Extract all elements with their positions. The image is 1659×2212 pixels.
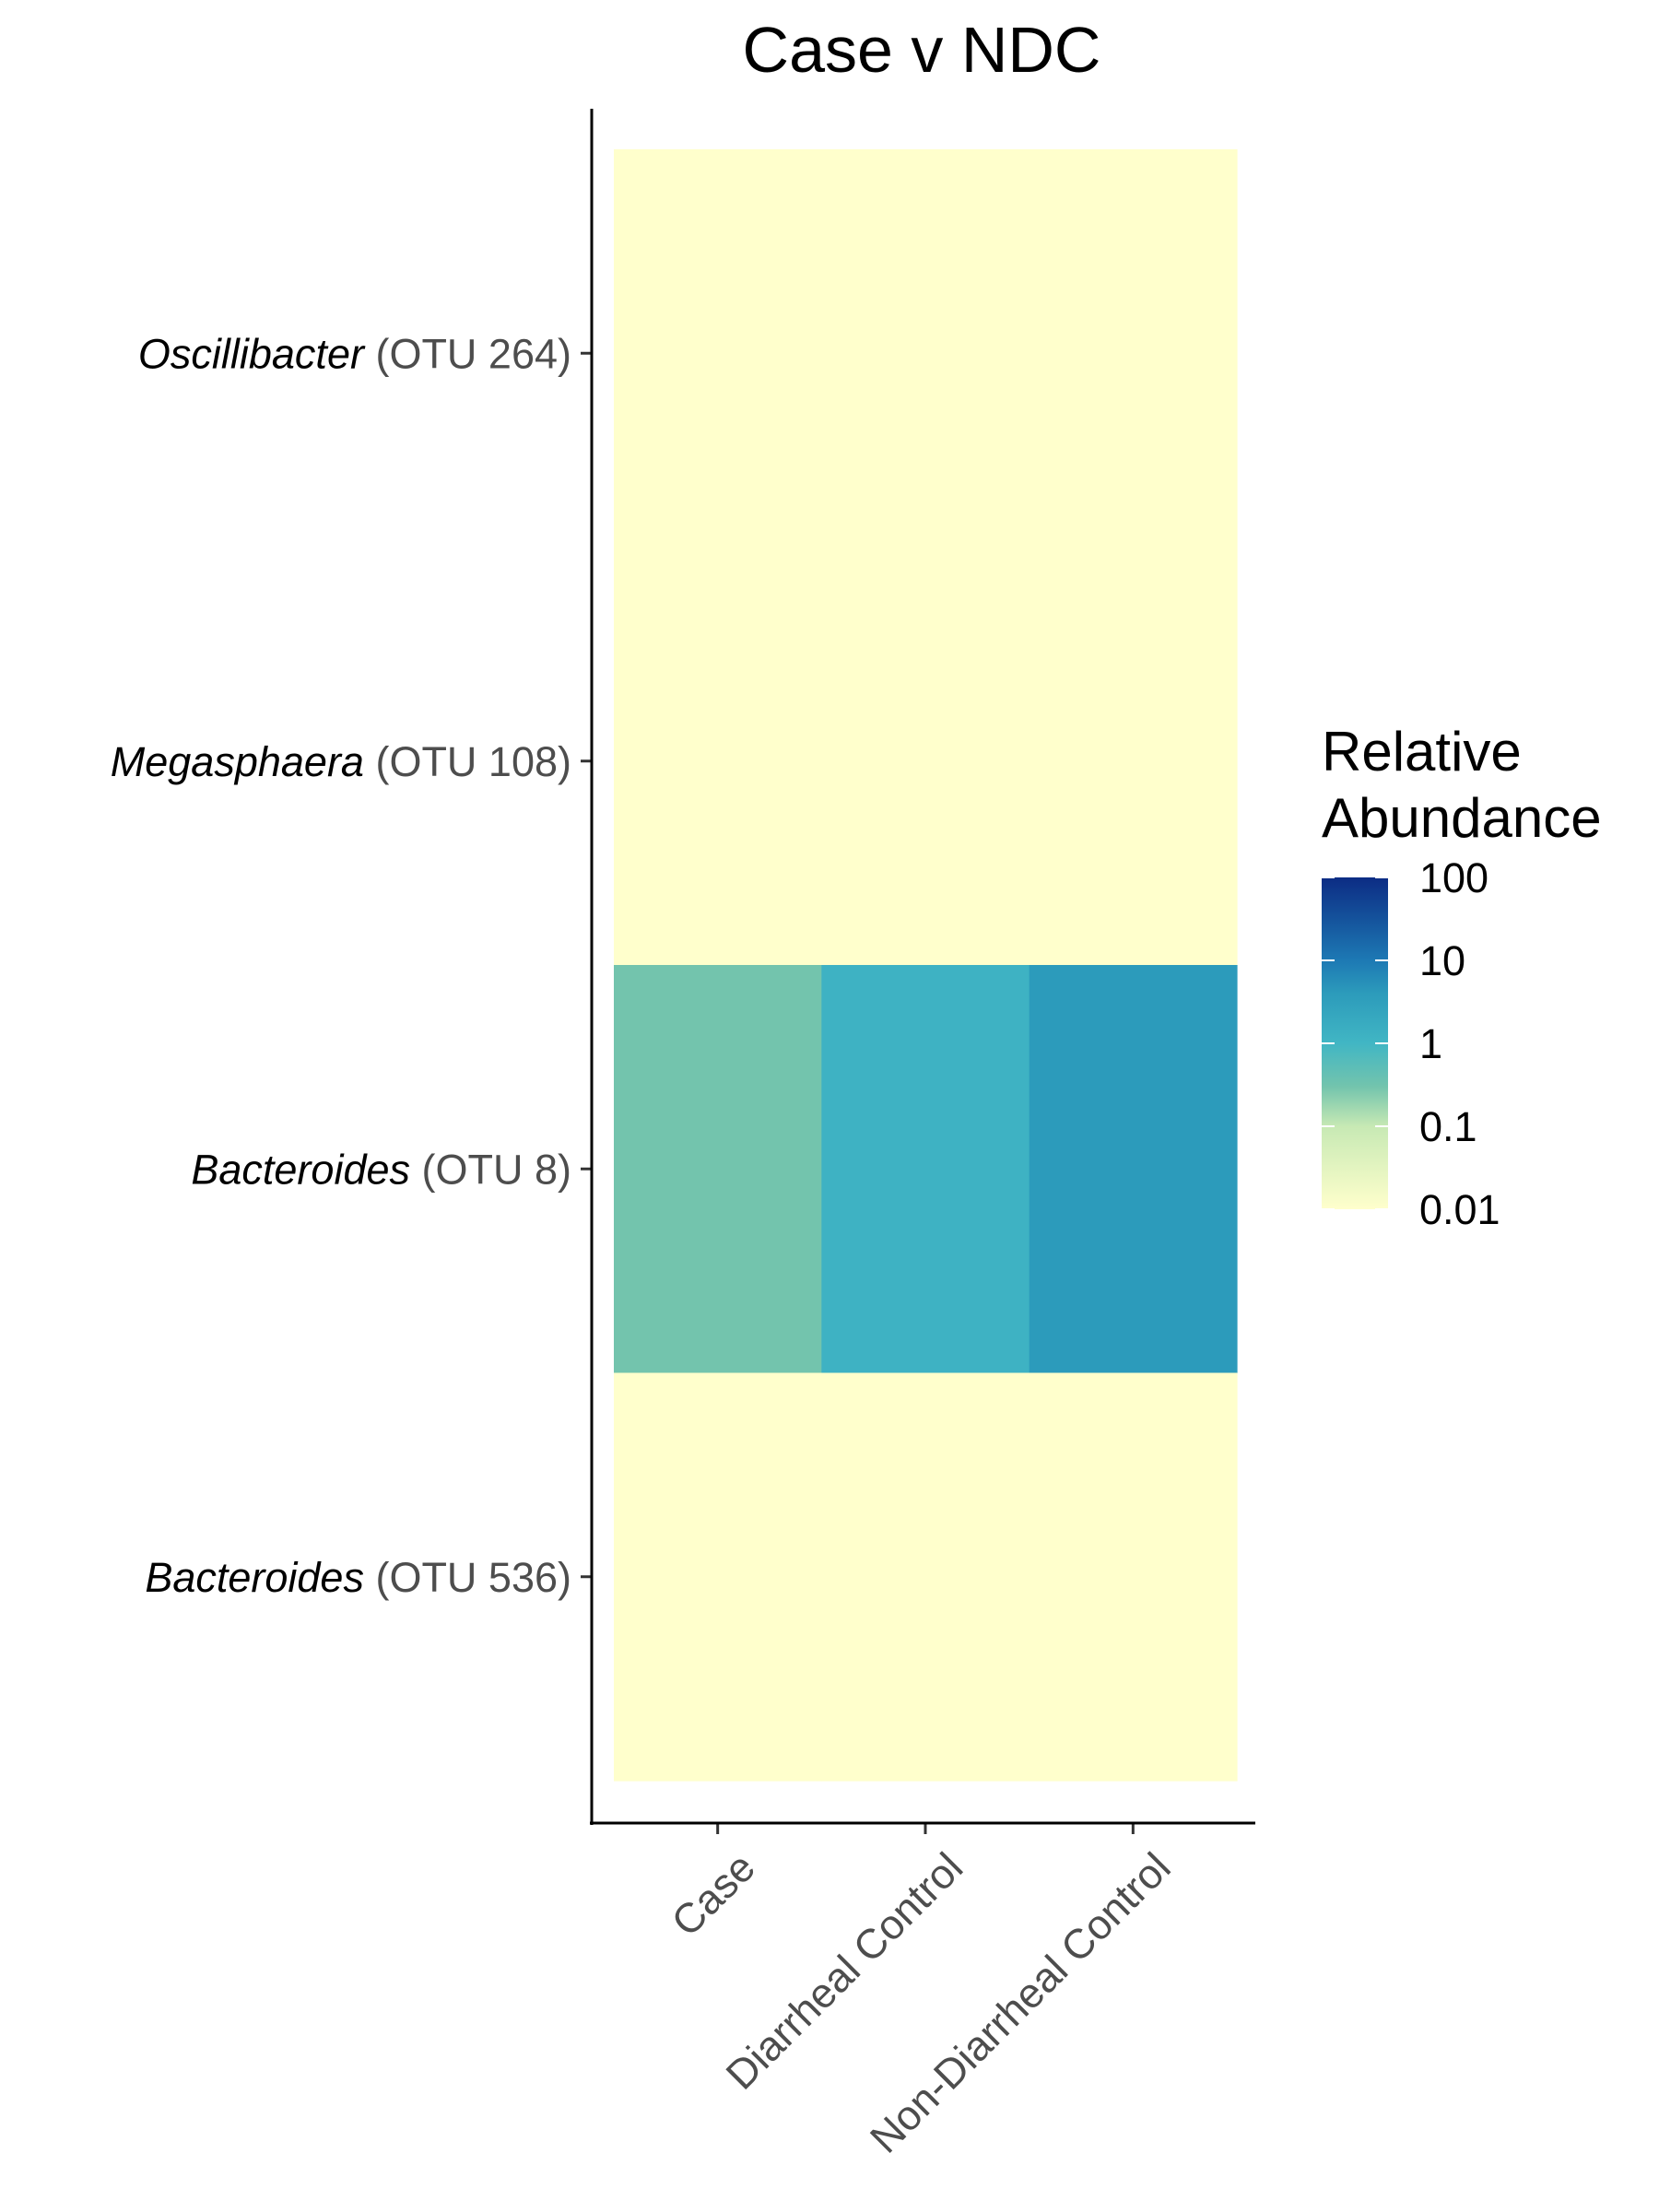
legend-tick-label: 0.1 — [1419, 1103, 1477, 1150]
heatmap-cell — [614, 965, 822, 1374]
heatmap-cell — [821, 149, 1030, 559]
legend-tick-label: 0.01 — [1419, 1186, 1500, 1233]
y-tick-label: Bacteroides (OTU 536) — [145, 1554, 571, 1601]
heatmap-cell — [821, 965, 1030, 1374]
legend-ticks: 100 10 1 0.1 0.01 — [1322, 854, 1500, 1233]
heatmap-cell — [614, 557, 822, 966]
heatmap-cell — [1029, 1372, 1238, 1782]
heatmap-cell — [1029, 557, 1238, 966]
y-tick-label: Oscillibacter (OTU 264) — [138, 330, 571, 377]
y-tick-label-otu: (OTU 536) — [364, 1554, 571, 1601]
y-tick-label-genus: Bacteroides — [145, 1554, 364, 1601]
color-legend: Relative Abundance 100 10 1 0.1 0.01 — [1322, 721, 1602, 1233]
legend-title-line-1: Relative — [1322, 721, 1522, 782]
legend-tick-label: 1 — [1419, 1020, 1442, 1067]
y-tick-label-otu: (OTU 108) — [364, 738, 571, 785]
y-tick-label: Megasphaera (OTU 108) — [111, 738, 571, 785]
legend-tick-label: 100 — [1419, 854, 1488, 901]
y-tick-label-genus: Megasphaera — [111, 738, 364, 785]
legend-tick-label: 10 — [1419, 937, 1465, 984]
y-tick-label-otu: (OTU 8) — [410, 1146, 571, 1193]
heatmap-cell — [614, 149, 822, 559]
chart-title: Case v NDC — [743, 14, 1101, 86]
y-tick-label: Bacteroides (OTU 8) — [191, 1146, 571, 1193]
heatmap-cell — [1029, 149, 1238, 559]
x-tick-label: Case — [663, 1843, 764, 1945]
legend-title-line-2: Abundance — [1322, 787, 1602, 849]
heatmap-cell — [821, 557, 1030, 966]
y-tick-label-otu: (OTU 264) — [364, 330, 571, 377]
y-tick-label-genus: Bacteroides — [191, 1146, 410, 1193]
heatmap-cell — [1029, 965, 1238, 1374]
heatmap-cell — [821, 1372, 1030, 1782]
y-tick-label-genus: Oscillibacter — [138, 330, 366, 377]
heatmap-cells — [614, 149, 1238, 1782]
heatmap-cell — [614, 1372, 822, 1782]
y-axis-labels: Oscillibacter (OTU 264) Megasphaera (OTU … — [111, 330, 592, 1601]
